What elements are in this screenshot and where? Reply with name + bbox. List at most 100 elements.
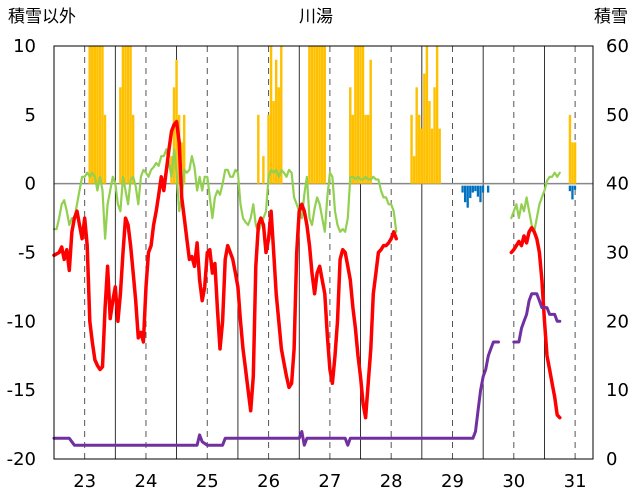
sunshine-bar	[88, 46, 91, 184]
sunshine-bar	[571, 142, 574, 184]
right-tick-label: 10	[606, 380, 629, 401]
left-tick-label: -15	[7, 380, 36, 401]
precipitation-bar	[573, 185, 577, 190]
sunshine-bar	[410, 114, 413, 184]
sunshine-bar	[315, 46, 319, 184]
sunshine-bar	[349, 87, 352, 184]
left-tick-label: -5	[18, 243, 36, 264]
precipitation-bar	[471, 185, 474, 193]
chart-title: 川湯	[299, 7, 333, 27]
temperature-line-b	[509, 225, 562, 420]
sunshine-bar	[98, 46, 102, 184]
sunshine-bar	[183, 114, 186, 184]
sunshine-bar	[415, 87, 418, 184]
sunshine-bar	[433, 87, 436, 184]
precipitation-bar	[463, 185, 467, 203]
sunshine-bar	[356, 46, 360, 184]
sunshine-bar	[425, 46, 429, 184]
sunshine-bar	[573, 142, 577, 184]
sunshine-bar	[313, 46, 316, 184]
sunshine-bar	[438, 128, 441, 184]
snow_depth-line-b	[512, 292, 562, 344]
bar-series	[88, 46, 577, 208]
right-axis-ticks: 60 50 40 30 20 10 0	[606, 36, 629, 470]
sunshine-bar	[103, 114, 107, 184]
x-day-label: 23	[73, 471, 96, 492]
sunshine-bar	[568, 114, 572, 184]
sunshine-bar	[172, 87, 176, 184]
temperature-line	[52, 119, 399, 420]
sunshine-bar	[320, 46, 324, 184]
sunshine-bar	[119, 87, 122, 184]
x-day-label: 30	[502, 471, 525, 492]
precipitation-bar	[486, 185, 490, 193]
sunshine-bar	[430, 128, 434, 184]
right-axis-title: 積雪	[594, 7, 628, 27]
sunshine-bar	[257, 114, 260, 184]
x-day-label: 28	[380, 471, 403, 492]
x-axis-ticks: 23 24 25 26 27 28 29 30 31	[73, 471, 586, 492]
plot-frame	[53, 45, 594, 460]
left-tick-label: 0	[25, 174, 36, 195]
sunshine-bar	[274, 59, 278, 184]
line-series	[52, 119, 562, 447]
precipitation-bar	[479, 185, 482, 203]
sunshine-bar	[131, 114, 135, 184]
precipitation-bar	[571, 185, 574, 200]
right-tick-label: 40	[606, 174, 629, 195]
x-day-label: 29	[441, 471, 464, 492]
sunshine-bar	[420, 128, 423, 184]
x-day-label: 25	[196, 471, 219, 492]
sunshine-bar	[412, 156, 416, 184]
precipitation-bar	[481, 185, 485, 193]
right-tick-label: 20	[606, 311, 629, 332]
sunshine-bar	[418, 114, 421, 184]
sunshine-bar	[121, 46, 125, 184]
sunshine-bar	[351, 114, 355, 184]
precipitation-bar	[476, 185, 480, 197]
precipitation-bar	[568, 185, 572, 192]
right-tick-label: 30	[606, 243, 629, 264]
sunshine-bar	[428, 101, 431, 184]
sunshine-bar	[262, 156, 265, 184]
sunshine-bar	[361, 46, 365, 184]
sunshine-bar	[310, 46, 314, 184]
sunshine-bar	[354, 46, 357, 184]
x-day-label: 31	[564, 471, 587, 492]
right-tick-label: 60	[606, 36, 629, 57]
sunshine-bar	[277, 87, 280, 184]
sunshine-bar	[129, 46, 132, 184]
sunshine-bar	[369, 59, 372, 184]
left-axis-ticks: 10 5 0 -5 -10 -15 -20	[7, 36, 36, 470]
sunshine-bar	[101, 46, 104, 184]
precipitation-bar	[474, 185, 477, 192]
sunshine-bar	[96, 46, 99, 184]
sunshine-bar	[267, 114, 270, 184]
right-tick-label: 50	[606, 105, 629, 126]
precipitation-bar	[461, 185, 464, 193]
sunshine-bar	[318, 46, 321, 184]
sunshine-bar	[91, 46, 94, 184]
sunshine-bar	[280, 46, 283, 184]
left-axis-title: 積雪以外	[8, 7, 76, 27]
sunshine-bar	[269, 46, 273, 184]
x-day-label: 26	[257, 471, 280, 492]
sunshine-bar	[435, 46, 439, 184]
sunshine-bar	[366, 114, 370, 184]
left-tick-label: -10	[7, 311, 36, 332]
right-tick-label: 0	[606, 449, 617, 470]
left-tick-label: 5	[25, 105, 36, 126]
sunshine-bar	[323, 46, 326, 184]
sunshine-bar	[126, 46, 130, 184]
sunshine-bar	[423, 73, 426, 184]
left-tick-label: 10	[13, 36, 36, 57]
precipitation-bar	[466, 185, 469, 208]
sunshine-bar	[93, 46, 97, 184]
x-day-label: 27	[318, 471, 341, 492]
snow_depth-line	[52, 340, 500, 447]
sunshine-bar	[124, 46, 127, 184]
x-day-label: 24	[135, 471, 158, 492]
left-tick-label: -20	[7, 449, 36, 470]
precipitation-bar	[469, 185, 472, 199]
